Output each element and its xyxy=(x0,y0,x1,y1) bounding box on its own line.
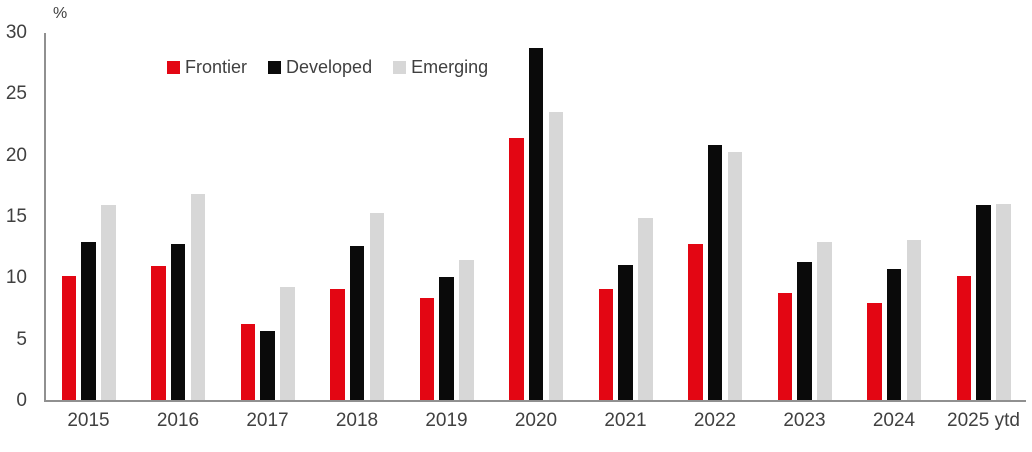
bar-frontier-2025-ytd xyxy=(956,275,971,401)
bar-frontier-2018 xyxy=(330,289,345,401)
bar-developed-2020 xyxy=(528,47,544,401)
y-axis-unit-label: % xyxy=(53,5,68,22)
bar-emerging-2022 xyxy=(727,151,742,401)
x-axis-tick-label: 2022 xyxy=(693,410,737,431)
bar-emerging-2024 xyxy=(906,240,921,401)
bar-developed-2017 xyxy=(260,331,275,401)
bar-developed-2015 xyxy=(81,241,96,401)
x-axis-tick-label: 2018 xyxy=(335,410,379,431)
y-axis-tick-label: 10 xyxy=(5,267,27,289)
bar-frontier-2024 xyxy=(867,302,882,401)
bar-frontier-2015 xyxy=(61,275,76,401)
y-axis-tick-label: 0 xyxy=(16,390,27,411)
bar-emerging-2015 xyxy=(101,204,116,401)
bar-developed-2023 xyxy=(797,262,812,401)
bar-developed-2019 xyxy=(439,277,454,401)
legend: Frontier Developed Emerging xyxy=(167,57,488,78)
bar-emerging-2016 xyxy=(190,193,205,401)
legend-swatch-icon xyxy=(393,61,407,74)
bar-developed-2018 xyxy=(349,246,365,401)
x-axis-line xyxy=(44,400,1026,402)
bar-emerging-2025-ytd xyxy=(996,203,1011,401)
legend-item-developed: Developed xyxy=(268,57,372,78)
x-axis-tick-label: 2023 xyxy=(783,410,826,431)
bar-frontier-2016 xyxy=(151,266,166,401)
bar-developed-2021 xyxy=(618,264,633,401)
bar-frontier-2019 xyxy=(419,297,434,401)
x-axis-tick-label: 2016 xyxy=(156,410,200,431)
x-axis-tick-label: 2015 xyxy=(67,410,110,431)
legend-label: Frontier xyxy=(185,57,248,77)
x-axis-tick-label: 2021 xyxy=(604,410,647,431)
bar-developed-2024 xyxy=(886,268,902,401)
bar-frontier-2023 xyxy=(777,293,792,401)
bar-emerging-2018 xyxy=(369,213,384,401)
bar-emerging-2017 xyxy=(280,286,295,401)
bar-developed-2022 xyxy=(707,144,723,401)
bar-frontier-2022 xyxy=(688,243,703,401)
y-axis-tick-label: 25 xyxy=(5,83,27,105)
legend-swatch-icon xyxy=(167,61,180,74)
y-axis-line xyxy=(44,33,46,402)
legend-swatch-icon xyxy=(268,61,282,74)
bar-emerging-2019 xyxy=(459,259,474,401)
bar-frontier-2021 xyxy=(598,289,613,401)
legend-item-frontier: Frontier xyxy=(167,57,247,78)
bar-emerging-2021 xyxy=(638,218,653,401)
bar-frontier-2020 xyxy=(509,138,524,401)
x-axis-tick-label: 2024 xyxy=(872,410,916,431)
legend-item-emerging: Emerging xyxy=(393,57,488,78)
y-axis-tick-label: 30 xyxy=(5,22,27,43)
bar-emerging-2023 xyxy=(817,241,832,401)
bar-frontier-2017 xyxy=(240,323,255,401)
bar-developed-2016 xyxy=(170,243,186,401)
x-axis-tick-label: 2019 xyxy=(425,410,468,431)
x-axis-tick-label: 2025 ytd xyxy=(947,410,1020,431)
bar-developed-2025-ytd xyxy=(976,204,991,401)
y-axis-tick-label: 15 xyxy=(5,206,27,227)
y-axis-tick-label: 20 xyxy=(5,144,27,166)
bar-emerging-2020 xyxy=(548,111,563,401)
x-axis-tick-label: 2017 xyxy=(246,410,289,431)
y-axis-tick-label: 5 xyxy=(16,328,27,350)
x-axis-tick-label: 2020 xyxy=(514,410,558,431)
legend-label: Emerging xyxy=(411,57,489,77)
legend-label: Developed xyxy=(286,57,373,77)
